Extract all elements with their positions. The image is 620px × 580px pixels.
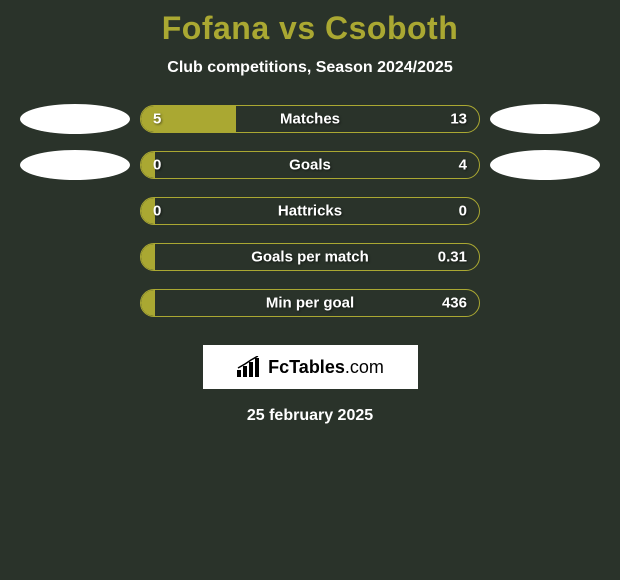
stat-row: Goals per match 0.31 (0, 243, 620, 271)
stat-bar: 5 Matches 13 (140, 105, 480, 133)
stat-label: Min per goal (266, 295, 354, 312)
brand-name: FcTables (268, 357, 345, 377)
stat-label: Goals per match (251, 249, 369, 266)
stat-bar: 0 Hattricks 0 (140, 197, 480, 225)
stat-bar: 0 Goals 4 (140, 151, 480, 179)
stat-row: Min per goal 436 (0, 289, 620, 317)
stat-row: 0 Hattricks 0 (0, 197, 620, 225)
stat-left-value: 0 (153, 203, 161, 220)
team-logo-left (20, 104, 130, 134)
stat-bar-fill (141, 290, 155, 316)
stat-label: Hattricks (278, 203, 342, 220)
subtitle: Club competitions, Season 2024/2025 (0, 59, 620, 77)
stat-right-value: 13 (450, 111, 467, 128)
chart-icon (236, 356, 262, 378)
stat-bar: Goals per match 0.31 (140, 243, 480, 271)
brand-text: FcTables.com (268, 357, 384, 378)
stat-bar: Min per goal 436 (140, 289, 480, 317)
stat-left-value: 0 (153, 157, 161, 174)
stat-left-value: 5 (153, 111, 161, 128)
page-title: Fofana vs Csoboth (0, 10, 620, 47)
stat-row: 5 Matches 13 (0, 105, 620, 133)
date-text: 25 february 2025 (0, 407, 620, 425)
team-logo-left (20, 150, 130, 180)
stat-label: Matches (280, 111, 340, 128)
team-logo-right (490, 104, 600, 134)
stat-label: Goals (289, 157, 331, 174)
stat-right-value: 0.31 (438, 249, 467, 266)
stat-right-value: 436 (442, 295, 467, 312)
stat-right-value: 0 (459, 203, 467, 220)
brand-box[interactable]: FcTables.com (203, 345, 418, 389)
stat-bar-fill (141, 244, 155, 270)
brand-suffix: .com (345, 357, 384, 377)
stats-area: 5 Matches 13 0 Goals 4 0 Hattricks 0 Goals per ma… (0, 105, 620, 317)
stat-row: 0 Goals 4 (0, 151, 620, 179)
stat-right-value: 4 (459, 157, 467, 174)
team-logo-right (490, 150, 600, 180)
